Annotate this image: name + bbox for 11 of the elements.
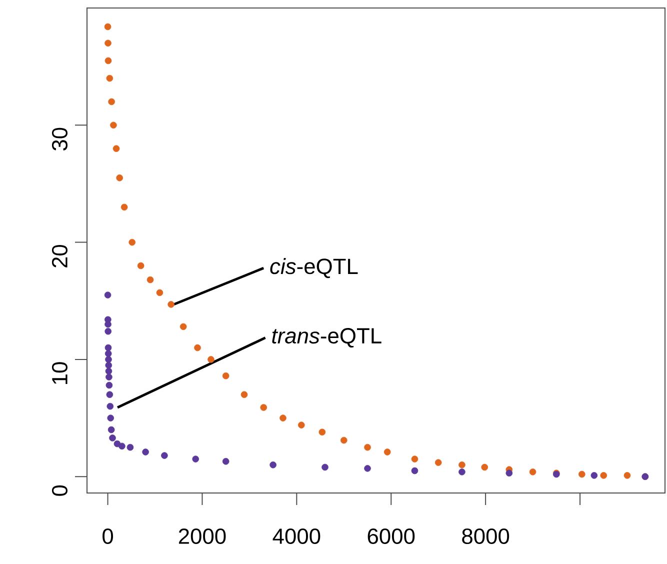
y-tick-label: 10	[52, 362, 68, 384]
y-tick-label: 30	[52, 128, 68, 151]
x-tick-label: 6000	[368, 528, 415, 544]
x-tick-label: 8000	[462, 528, 510, 544]
x-tick-label: 4000	[272, 528, 320, 544]
y-tick-label: 0	[52, 485, 68, 496]
annotation: cis-eQTL	[270, 258, 358, 278]
annotation: trans-eQTL	[272, 328, 382, 348]
x-tick-label: 2000	[178, 528, 226, 544]
x-tick-label: 0	[102, 528, 114, 544]
y-tick-label: 20	[52, 244, 68, 268]
